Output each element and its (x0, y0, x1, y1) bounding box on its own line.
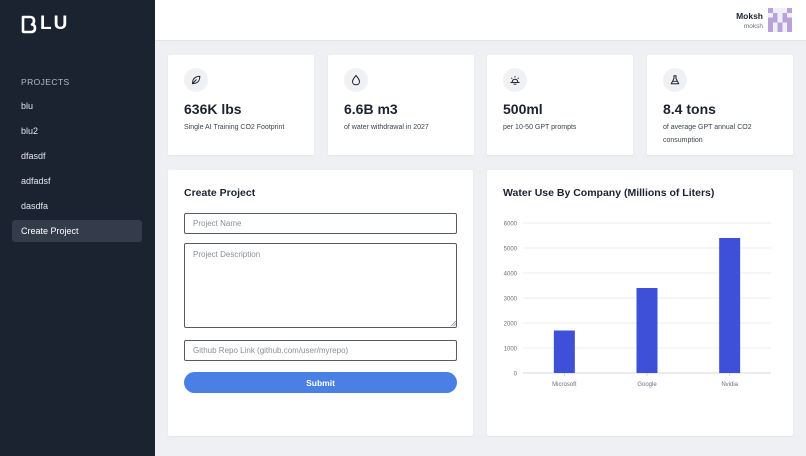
stat-card-gpt-prompts: 500ml per 10-50 GPT prompts (487, 55, 633, 155)
stat-card-gpt-co2: 8.4 tons of average GPT annual CO2 consu… (647, 55, 793, 155)
user-name: Moksh (736, 10, 763, 21)
stat-value: 500ml (503, 101, 543, 117)
x-tick-label: Nvidia (721, 382, 738, 388)
github-repo-input[interactable] (184, 340, 457, 361)
user-handle: moksh (743, 22, 763, 30)
project-description-input[interactable] (184, 243, 457, 328)
stat-card-water-withdrawal: 6.6B m3 of water withdrawal in 2027 (328, 55, 474, 155)
create-project-title: Create Project (184, 187, 256, 199)
y-tick-label: 0 (514, 372, 518, 378)
sidebar-item-blu2[interactable]: blu2 (21, 126, 39, 136)
projects-heading: PROJECTS (21, 77, 70, 87)
bar-microsoft (553, 330, 575, 373)
x-tick-label: Microsoft (552, 382, 577, 388)
create-project-card: Create Project Submit (168, 170, 473, 436)
stat-value: 6.6B m3 (344, 101, 398, 117)
project-name-input[interactable] (184, 213, 457, 234)
sidebar-item-dasdfa[interactable]: dasdfa (21, 201, 49, 211)
sidebar: LU PROJECTS blu blu2 dfasdf adfadsf dasd… (0, 0, 155, 456)
avatar[interactable] (768, 8, 792, 32)
water-use-chart-card: Water Use By Company (Millions of Liters… (487, 170, 793, 436)
stat-label: of average GPT annual CO2 consumption (663, 124, 752, 144)
flask-icon (670, 75, 680, 85)
logo-text: LU (40, 13, 70, 34)
x-tick-label: Google (637, 382, 657, 388)
y-tick-label: 1000 (504, 347, 518, 353)
leaf-icon (191, 75, 201, 85)
resize-handle-icon[interactable] (450, 320, 456, 326)
stat-label: of water withdrawal in 2027 (344, 124, 429, 131)
stat-value: 8.4 tons (663, 101, 716, 117)
app-logo[interactable]: LU (20, 13, 69, 35)
stat-card-co2-footprint: 636K lbs Single AI Training CO2 Footprin… (168, 55, 314, 155)
y-tick-label: 5000 (504, 247, 518, 253)
water-use-chart: Water Use By Company (Millions of Liters… (503, 187, 771, 388)
stat-label: Single AI Training CO2 Footprint (184, 124, 285, 131)
user-info: Moksh moksh (736, 11, 763, 30)
sidebar-item-blu[interactable]: blu (21, 101, 34, 111)
sidebar-item-adfadsf[interactable]: adfadsf (21, 176, 51, 186)
sidebar-item-create-project[interactable]: Create Project (12, 220, 142, 242)
lightbulb-icon (510, 76, 520, 85)
chart-title: Water Use By Company (Millions of Liters… (503, 187, 714, 199)
y-tick-label: 2000 (504, 322, 518, 328)
y-tick-label: 3000 (504, 297, 518, 303)
logo-b-icon (21, 15, 37, 33)
stat-label: per 10-50 GPT prompts (503, 124, 577, 131)
stat-value: 636K lbs (184, 101, 242, 117)
top-bar: Moksh moksh (155, 0, 806, 41)
water-drop-icon (351, 74, 361, 86)
submit-button[interactable]: Submit (184, 372, 457, 393)
sidebar-item-dfasdf[interactable]: dfasdf (21, 151, 46, 161)
project-list: blu blu2 dfasdf adfadsf dasdfa Create Pr… (12, 95, 142, 245)
bar-google (636, 288, 658, 373)
bar-nvidia (719, 238, 741, 373)
y-tick-label: 6000 (504, 222, 518, 228)
user-menu[interactable]: Moksh moksh (736, 8, 792, 32)
y-tick-label: 4000 (504, 272, 518, 278)
